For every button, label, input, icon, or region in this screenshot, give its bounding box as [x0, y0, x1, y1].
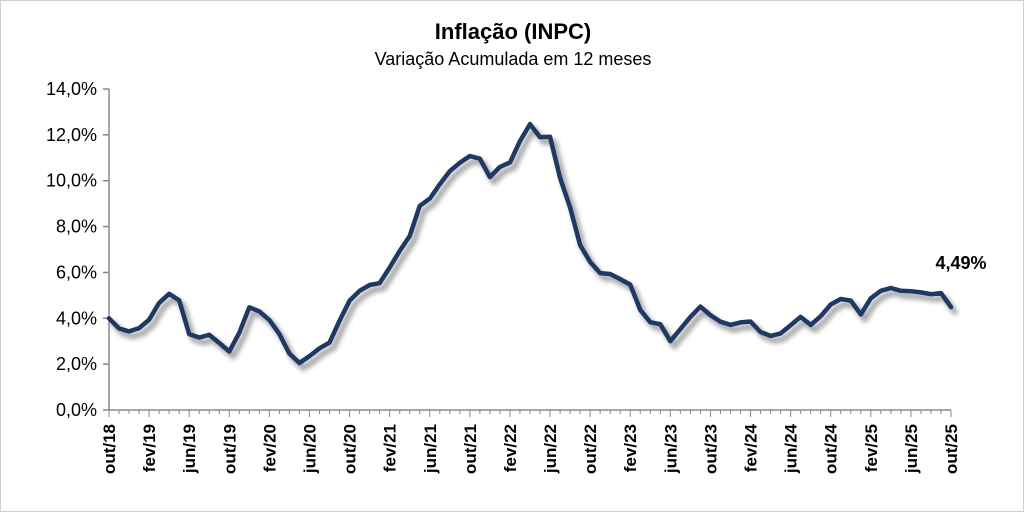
x-tick-label: jun/23	[661, 424, 680, 474]
series-layer	[106, 121, 958, 371]
x-tick-label: out/25	[942, 424, 961, 474]
y-tick-label: 6,0%	[56, 262, 97, 282]
x-tick-label: fev/19	[140, 424, 159, 472]
x-tick-label: out/22	[581, 424, 600, 474]
x-tick-label: fev/24	[742, 423, 761, 472]
x-tick-label: out/18	[100, 424, 119, 474]
y-tick-label: 12,0%	[46, 125, 97, 145]
last-value-label: 4,49%	[935, 253, 986, 273]
x-tick-label: jun/21	[421, 424, 440, 474]
x-tick-label: jun/22	[541, 424, 560, 474]
x-tick-label: out/23	[701, 424, 720, 474]
x-axis: out/18 fev/19 jun/19 out/19 fev/20 jun/20 out/…	[100, 409, 961, 474]
y-tick-label: 10,0%	[46, 171, 97, 191]
y-tick-label: 14,0%	[46, 79, 97, 99]
x-tick-label: out/24	[822, 423, 841, 474]
y-tick-label: 4,0%	[56, 308, 97, 328]
x-tick-label: jun/25	[902, 424, 921, 474]
y-axis: 0,0% 2,0% 4,0% 6,0% 8,0% 10,0% 12,0% 14,0%	[46, 79, 110, 420]
x-tick-label: out/20	[341, 424, 360, 474]
chart-title: Inflação (INPC)	[435, 19, 591, 44]
x-tick-label: out/19	[220, 424, 239, 474]
chart-subtitle: Variação Acumulada em 12 meses	[375, 49, 652, 69]
x-tick-label: jun/19	[180, 424, 199, 474]
y-tick-label: 0,0%	[56, 400, 97, 420]
x-tick-label: fev/22	[501, 424, 520, 472]
x-tick-label: fev/25	[862, 424, 881, 472]
y-tick-label: 2,0%	[56, 354, 97, 374]
x-tick-label: jun/24	[782, 423, 801, 474]
x-tick-label: fev/21	[381, 424, 400, 472]
x-tick-label: out/21	[461, 424, 480, 474]
x-tick-label: fev/23	[621, 424, 640, 472]
x-tick-label: fev/20	[260, 424, 279, 472]
y-tick-label: 8,0%	[56, 217, 97, 237]
x-tick-label: jun/20	[300, 424, 319, 474]
series-line-inpc	[106, 121, 954, 366]
